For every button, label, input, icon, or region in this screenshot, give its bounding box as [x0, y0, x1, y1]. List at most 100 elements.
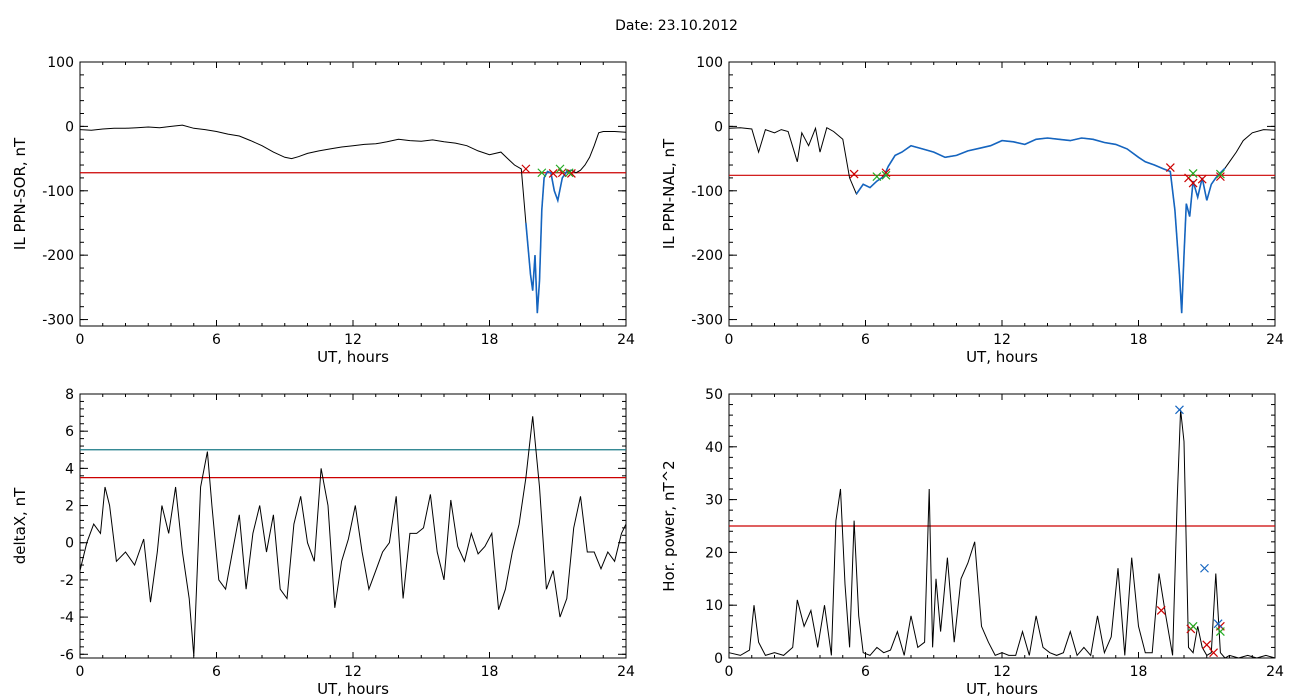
chart-panel-4: 0 6 12 18 24 50 40 30 20 10 0 UT, hours Hor. power, … [660, 387, 1284, 698]
x-tick-label: 24 [617, 664, 635, 680]
series-line [728, 409, 1276, 659]
marker-red [1202, 640, 1212, 650]
marker-stroke [1215, 169, 1225, 179]
marker-stroke [564, 168, 574, 178]
marker-red [1209, 648, 1218, 658]
x-axis-label: UT, hours [317, 680, 389, 698]
marker-red [1156, 606, 1166, 615]
marker-stroke [1197, 174, 1207, 184]
x-tick-label: 24 [1266, 664, 1284, 680]
y-tick-label: 2 [65, 499, 74, 515]
marker-red [849, 169, 859, 179]
y-tick-label: 10 [705, 598, 723, 614]
y-tick-label: 8 [65, 387, 74, 403]
y-tick-label: 50 [705, 387, 723, 403]
page-title: Date: 23.10.2012 [615, 18, 738, 34]
marker-red [1165, 163, 1175, 173]
marker-stroke [1156, 606, 1166, 615]
y-tick-label: 40 [705, 440, 723, 456]
x-axis-label: UT, hours [317, 348, 389, 366]
marker-stroke [1188, 168, 1198, 178]
x-tick-label: 6 [212, 332, 221, 348]
marker-stroke [1213, 619, 1223, 629]
marker-stroke [1165, 163, 1175, 173]
marker-stroke [1215, 172, 1225, 182]
plot-frame [728, 61, 1276, 327]
x-tick-label: 6 [212, 664, 221, 680]
marker-green [1188, 168, 1198, 178]
series-line [79, 416, 627, 657]
y-tick-label: -300 [42, 313, 74, 329]
x-tick-label: 18 [481, 332, 499, 348]
marker-stroke [1175, 405, 1184, 415]
y-tick-label: -2 [60, 573, 74, 589]
marker-stroke [557, 168, 567, 178]
marker-red [1197, 174, 1207, 184]
y-tick-label: -200 [691, 248, 723, 264]
y-tick-label: -200 [42, 248, 74, 264]
marker-green [555, 164, 565, 174]
y-tick-label: 4 [65, 461, 74, 477]
x-tick-label: 24 [1266, 332, 1284, 348]
marker-stroke [555, 164, 565, 174]
marker-stroke [548, 168, 558, 178]
plot-frame [79, 61, 627, 327]
marker-stroke [521, 164, 531, 174]
y-tick-label: 30 [705, 493, 723, 509]
marker-green [872, 172, 882, 182]
x-axis-label: UT, hours [966, 348, 1038, 366]
x-tick-label: 12 [993, 664, 1011, 680]
marker-red [521, 164, 531, 174]
marker-green [1215, 169, 1225, 179]
y-axis-label: deltaX, nT [11, 487, 29, 564]
y-tick-label: 100 [47, 55, 74, 71]
marker-blue [1175, 405, 1184, 415]
marker-red [566, 168, 576, 178]
chart-panel-2: 0 6 12 18 24 100 0 -100 -200 -300 UT, hours IL PPN-… [660, 55, 1284, 366]
y-tick-label: 0 [65, 119, 74, 135]
marker-stroke [1188, 178, 1198, 188]
x-tick-label: 6 [861, 332, 870, 348]
series-highlight [525, 169, 572, 314]
marker-red [1215, 172, 1225, 182]
chart-panel-1: 0 6 12 18 24 100 0 -100 -200 -300 UT, hours IL PPN-… [11, 55, 635, 366]
y-tick-label: -300 [691, 313, 723, 329]
x-tick-label: 24 [617, 332, 635, 348]
marker-stroke [881, 170, 891, 180]
y-axis-label: IL PPN-SOR, nT [11, 137, 29, 250]
y-tick-label: 20 [705, 545, 723, 561]
marker-blue [1200, 563, 1209, 573]
marker-stroke [872, 172, 882, 182]
marker-green [1188, 621, 1198, 631]
x-tick-label: 18 [1130, 664, 1148, 680]
x-tick-label: 0 [725, 332, 734, 348]
marker-red [1188, 178, 1198, 188]
marker-stroke [1202, 640, 1212, 650]
y-tick-label: -4 [60, 610, 74, 626]
marker-red [548, 168, 558, 178]
marker-green [537, 168, 547, 178]
x-tick-label: 12 [344, 664, 362, 680]
x-axis-label: UT, hours [966, 680, 1038, 698]
x-tick-label: 0 [76, 332, 85, 348]
marker-green [881, 170, 891, 180]
chart-panel-3: 0 6 12 18 24 8 6 4 2 0 -2 -4 -6 UT, hours deltaX, nT [11, 387, 635, 698]
series-line [728, 126, 1276, 314]
marker-stroke [566, 168, 576, 178]
x-tick-label: 18 [481, 664, 499, 680]
series-highlight [855, 137, 1226, 314]
series-line [79, 124, 627, 314]
x-tick-label: 12 [344, 332, 362, 348]
marker-green [1215, 627, 1225, 637]
y-tick-label: 6 [65, 424, 74, 440]
marker-stroke [1209, 648, 1218, 658]
plot-frame [79, 393, 627, 659]
marker-stroke [1215, 627, 1225, 637]
marker-green [564, 168, 574, 178]
marker-stroke [881, 168, 891, 178]
y-tick-label: -100 [691, 184, 723, 200]
y-tick-label: 0 [714, 119, 723, 135]
marker-stroke [537, 168, 547, 178]
